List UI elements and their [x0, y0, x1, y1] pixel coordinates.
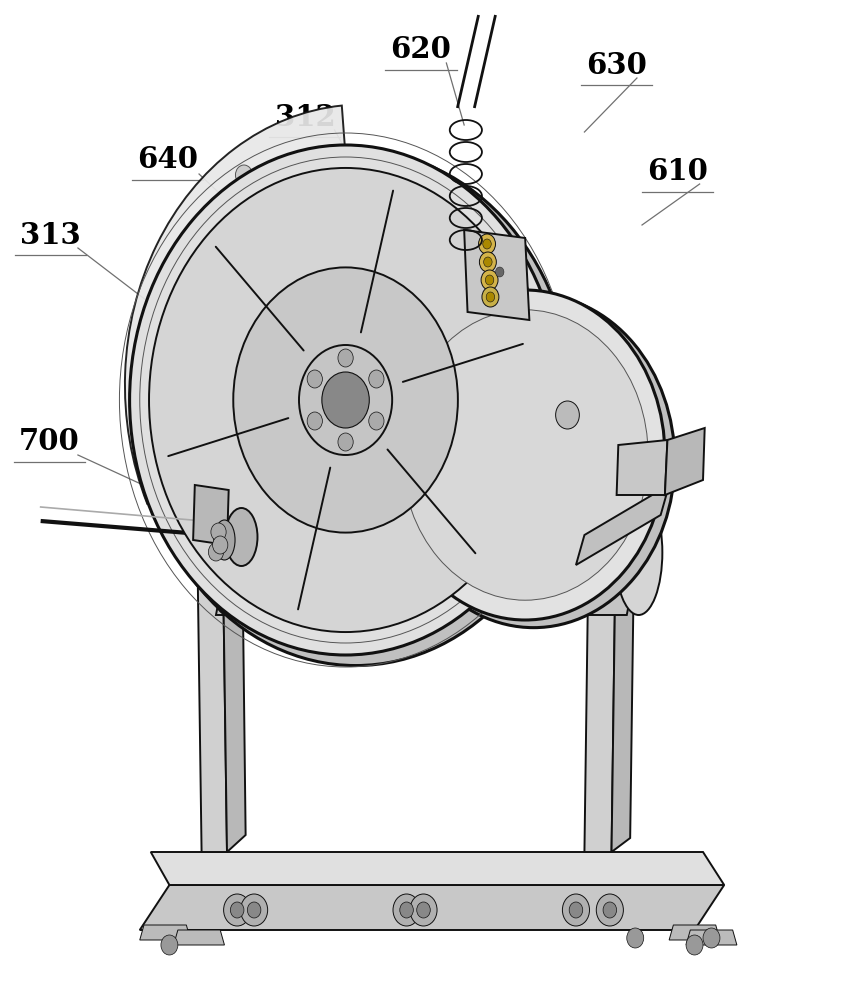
- Circle shape: [410, 894, 437, 926]
- Circle shape: [481, 270, 498, 290]
- Circle shape: [627, 928, 644, 948]
- Circle shape: [176, 275, 193, 295]
- Circle shape: [486, 292, 495, 302]
- Text: 630: 630: [586, 50, 647, 80]
- Circle shape: [569, 902, 583, 918]
- Circle shape: [596, 894, 623, 926]
- Circle shape: [338, 349, 353, 367]
- Polygon shape: [222, 476, 246, 852]
- Circle shape: [241, 894, 268, 926]
- Circle shape: [398, 580, 412, 596]
- Circle shape: [211, 523, 226, 541]
- Text: 312: 312: [274, 103, 335, 131]
- Polygon shape: [584, 480, 617, 852]
- Circle shape: [466, 542, 483, 562]
- Polygon shape: [140, 925, 191, 940]
- Polygon shape: [216, 490, 650, 615]
- Circle shape: [485, 275, 494, 285]
- Text: 620: 620: [390, 35, 451, 64]
- Polygon shape: [576, 485, 669, 565]
- Polygon shape: [665, 428, 705, 495]
- Ellipse shape: [213, 520, 235, 560]
- Circle shape: [313, 542, 330, 562]
- Polygon shape: [140, 885, 724, 930]
- Text: 610: 610: [647, 157, 708, 186]
- Ellipse shape: [402, 310, 648, 600]
- Text: 640: 640: [137, 145, 198, 174]
- Circle shape: [307, 370, 323, 388]
- Circle shape: [247, 902, 261, 918]
- Polygon shape: [193, 485, 229, 545]
- Circle shape: [562, 894, 590, 926]
- Circle shape: [417, 902, 430, 918]
- Circle shape: [393, 894, 420, 926]
- Circle shape: [483, 239, 491, 249]
- Circle shape: [392, 573, 418, 603]
- Circle shape: [213, 536, 228, 554]
- Polygon shape: [197, 490, 227, 852]
- Polygon shape: [464, 230, 529, 320]
- Text: 700: 700: [19, 428, 80, 456]
- Polygon shape: [612, 467, 635, 852]
- Ellipse shape: [385, 290, 665, 620]
- Circle shape: [556, 401, 579, 429]
- Ellipse shape: [137, 150, 574, 666]
- Circle shape: [495, 267, 504, 277]
- Circle shape: [368, 370, 384, 388]
- Circle shape: [230, 902, 244, 918]
- Circle shape: [479, 252, 496, 272]
- Ellipse shape: [225, 508, 257, 566]
- Circle shape: [305, 532, 339, 572]
- Circle shape: [368, 412, 384, 430]
- Ellipse shape: [615, 490, 662, 615]
- Text: 313: 313: [20, 221, 81, 249]
- Ellipse shape: [130, 145, 562, 655]
- Circle shape: [161, 935, 178, 955]
- Polygon shape: [151, 852, 724, 885]
- Circle shape: [299, 345, 392, 455]
- Circle shape: [603, 902, 617, 918]
- Polygon shape: [617, 440, 667, 495]
- Circle shape: [338, 433, 353, 451]
- Polygon shape: [669, 925, 720, 940]
- Ellipse shape: [392, 294, 675, 628]
- Circle shape: [322, 372, 369, 428]
- Ellipse shape: [206, 490, 250, 615]
- Circle shape: [457, 532, 491, 572]
- Circle shape: [703, 928, 720, 948]
- Circle shape: [479, 234, 495, 254]
- Circle shape: [224, 894, 251, 926]
- Polygon shape: [229, 495, 593, 510]
- Circle shape: [235, 165, 252, 185]
- Ellipse shape: [149, 168, 542, 632]
- Circle shape: [208, 543, 224, 561]
- Polygon shape: [686, 930, 737, 945]
- Circle shape: [400, 902, 413, 918]
- Ellipse shape: [233, 267, 458, 533]
- Circle shape: [686, 935, 703, 955]
- Circle shape: [482, 287, 499, 307]
- Circle shape: [484, 257, 492, 267]
- Polygon shape: [174, 930, 224, 945]
- Wedge shape: [125, 106, 363, 504]
- Circle shape: [269, 215, 286, 235]
- Circle shape: [307, 412, 323, 430]
